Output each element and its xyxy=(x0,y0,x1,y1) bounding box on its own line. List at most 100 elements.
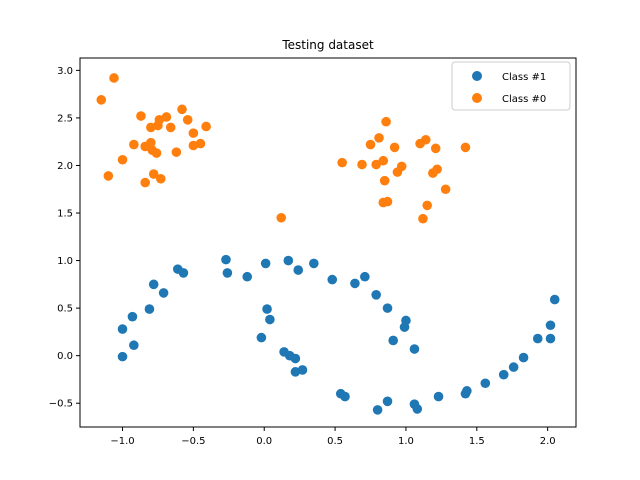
point-class-0 xyxy=(422,200,433,211)
point-class-0 xyxy=(103,171,114,181)
point-class-1 xyxy=(327,274,338,285)
point-class-0 xyxy=(396,161,407,172)
point-class-1 xyxy=(309,258,319,269)
point-class-1 xyxy=(360,271,370,282)
x-tick-label: 1.0 xyxy=(398,436,414,447)
point-class-1 xyxy=(388,335,398,346)
point-class-1 xyxy=(293,265,304,275)
point-class-1 xyxy=(372,405,383,415)
point-class-1 xyxy=(283,255,294,266)
point-class-0 xyxy=(440,184,451,195)
point-class-0 xyxy=(151,148,162,158)
point-class-0 xyxy=(171,147,182,157)
point-class-1 xyxy=(433,391,444,402)
point-class-0 xyxy=(188,128,199,138)
point-class-0 xyxy=(161,112,172,122)
point-class-1 xyxy=(129,340,139,351)
x-tick-label: 0.5 xyxy=(327,436,343,447)
y-tick-label: 2.0 xyxy=(57,161,73,172)
point-class-0 xyxy=(460,142,471,153)
point-class-0 xyxy=(365,139,376,150)
point-class-0 xyxy=(374,133,384,143)
point-class-1 xyxy=(350,278,360,289)
point-class-1 xyxy=(117,324,128,334)
legend-marker-class-0 xyxy=(472,93,482,103)
y-tick-label: 1.0 xyxy=(57,256,73,267)
point-class-1 xyxy=(518,352,529,363)
point-class-0 xyxy=(148,169,159,179)
point-class-0 xyxy=(195,138,206,149)
point-class-1 xyxy=(409,344,420,354)
point-class-1 xyxy=(462,386,472,396)
point-class-0 xyxy=(155,173,166,184)
point-class-1 xyxy=(148,279,159,290)
y-tick-label: 3.0 xyxy=(57,66,73,77)
data-points xyxy=(96,73,560,415)
point-class-0 xyxy=(182,115,193,125)
y-tick-label: 2.5 xyxy=(57,113,73,124)
point-class-1 xyxy=(340,391,350,402)
point-class-1 xyxy=(545,320,556,331)
y-tick-label: −0.5 xyxy=(49,399,73,410)
legend: Class #1 Class #0 xyxy=(451,61,571,111)
point-class-1 xyxy=(178,268,189,278)
point-class-1 xyxy=(256,332,267,343)
point-class-0 xyxy=(371,159,381,170)
y-tick-label: 0.0 xyxy=(57,351,73,362)
point-class-0 xyxy=(165,122,176,133)
point-class-1 xyxy=(127,311,138,322)
point-class-0 xyxy=(418,213,428,224)
point-class-0 xyxy=(129,139,139,150)
point-class-0 xyxy=(201,121,211,132)
point-class-0 xyxy=(146,137,156,148)
point-class-1 xyxy=(401,315,411,326)
point-class-1 xyxy=(265,314,275,325)
point-class-0 xyxy=(379,175,390,186)
point-class-1 xyxy=(158,288,169,298)
point-class-0 xyxy=(420,134,431,145)
x-axis: −1.0 −0.5 0.0 0.5 1.0 1.5 2.0 xyxy=(110,427,556,447)
point-class-0 xyxy=(276,212,287,223)
point-class-0 xyxy=(378,155,389,166)
y-tick-label: 1.5 xyxy=(57,209,73,220)
point-class-1 xyxy=(480,378,491,389)
x-tick-label: 2.0 xyxy=(540,436,556,447)
point-class-1 xyxy=(262,304,272,314)
point-class-0 xyxy=(136,111,146,121)
point-class-0 xyxy=(140,177,150,188)
point-class-1 xyxy=(297,365,308,375)
legend-marker-class-1 xyxy=(472,71,482,81)
chart-title: Testing dataset xyxy=(281,38,374,52)
point-class-1 xyxy=(532,333,543,344)
point-class-0 xyxy=(109,73,119,83)
point-class-1 xyxy=(545,333,556,344)
point-class-1 xyxy=(290,353,301,364)
point-class-0 xyxy=(117,154,128,165)
point-class-1 xyxy=(221,254,231,265)
point-class-1 xyxy=(498,369,509,380)
x-tick-label: 0.0 xyxy=(256,436,272,447)
point-class-0 xyxy=(357,159,367,170)
point-class-1 xyxy=(382,303,393,313)
point-class-0 xyxy=(430,143,441,154)
y-axis: −0.5 0.0 0.5 1.0 1.5 2.0 2.5 3.0 xyxy=(49,66,80,410)
x-tick-label: −0.5 xyxy=(181,436,205,447)
point-class-1 xyxy=(412,404,423,414)
point-class-1 xyxy=(371,290,381,300)
point-class-1 xyxy=(382,396,393,407)
point-class-1 xyxy=(144,304,155,314)
legend-label-class-1: Class #1 xyxy=(502,72,546,83)
point-class-0 xyxy=(381,116,391,127)
point-class-0 xyxy=(389,142,400,153)
point-class-0 xyxy=(382,196,393,207)
point-class-0 xyxy=(177,104,187,115)
x-tick-label: −1.0 xyxy=(110,436,134,447)
point-class-0 xyxy=(96,95,107,105)
legend-label-class-0: Class #0 xyxy=(502,94,546,105)
point-class-1 xyxy=(508,362,519,372)
point-class-1 xyxy=(242,271,253,282)
point-class-1 xyxy=(222,268,233,278)
point-class-1 xyxy=(549,294,560,305)
point-class-1 xyxy=(117,351,128,362)
